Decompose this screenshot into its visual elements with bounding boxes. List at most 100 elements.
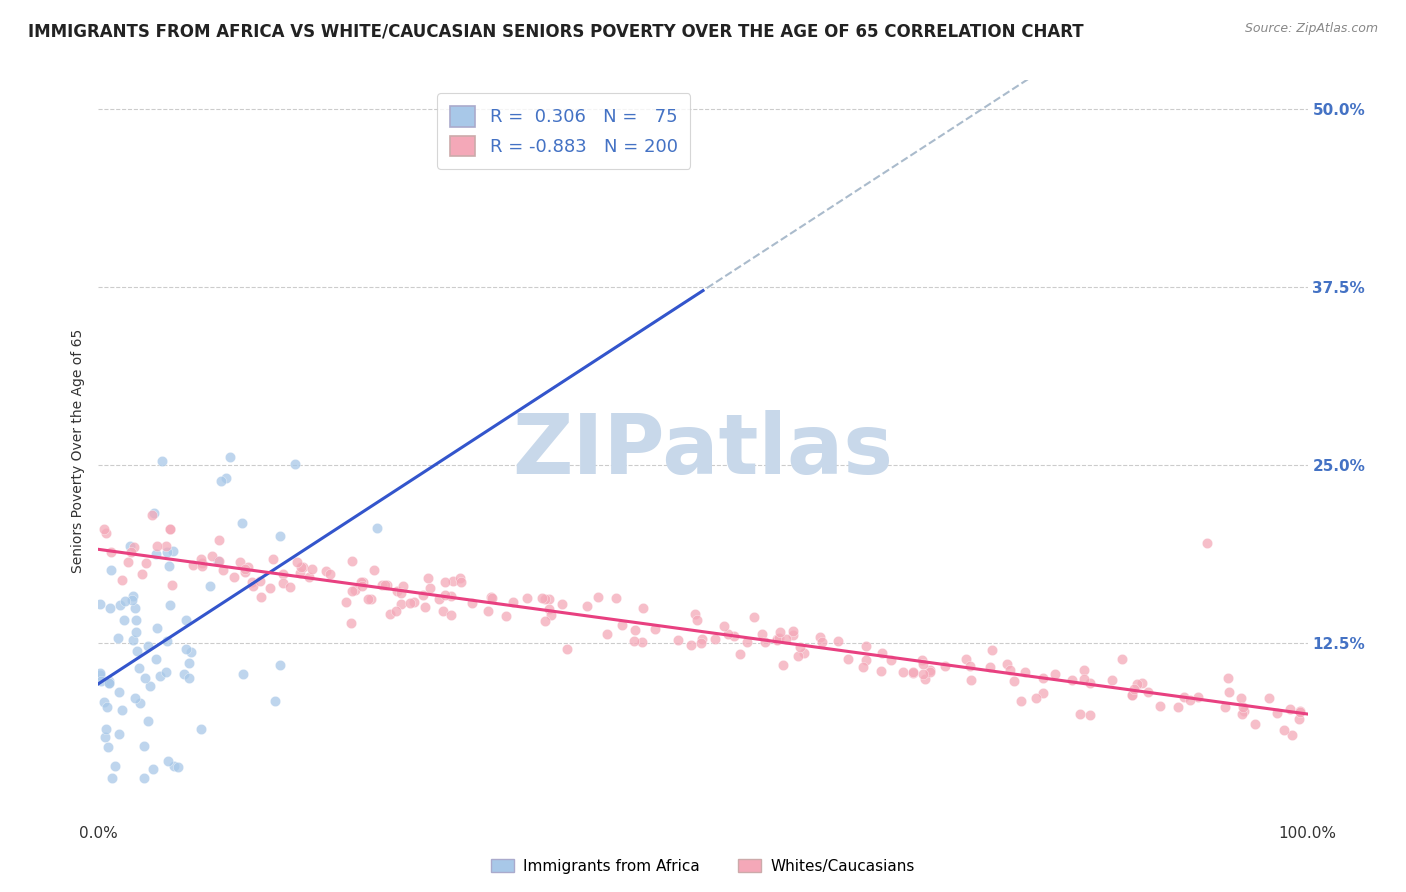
Point: [319, 566, 342, 581]
Point: [998, 663, 1021, 677]
Point: [231, 516, 253, 531]
Point: [375, 578, 398, 592]
Point: [200, 578, 222, 592]
Point: [1121, 689, 1143, 703]
Point: [1121, 688, 1143, 702]
Point: [101, 771, 124, 785]
Point: [97, 739, 120, 754]
Point: [343, 582, 366, 597]
Point: [269, 529, 291, 543]
Legend: Immigrants from Africa, Whites/Caucasians: Immigrants from Africa, Whites/Caucasian…: [485, 853, 921, 880]
Point: [1032, 671, 1054, 685]
Point: [686, 613, 709, 627]
Point: [159, 598, 181, 612]
Point: [352, 574, 374, 589]
Point: [666, 633, 689, 648]
Point: [132, 771, 155, 785]
Point: [404, 595, 426, 609]
Point: [555, 641, 578, 656]
Point: [960, 673, 983, 688]
Point: [502, 594, 524, 608]
Point: [1149, 698, 1171, 713]
Point: [108, 598, 131, 612]
Point: [384, 604, 406, 618]
Point: [271, 575, 294, 590]
Point: [427, 591, 450, 606]
Point: [789, 640, 811, 655]
Point: [1279, 701, 1302, 715]
Point: [278, 580, 301, 594]
Point: [413, 600, 436, 615]
Point: [441, 574, 464, 588]
Point: [120, 544, 142, 558]
Point: [98, 600, 121, 615]
Point: [1101, 673, 1123, 688]
Point: [1218, 684, 1240, 698]
Point: [550, 597, 572, 611]
Point: [160, 578, 183, 592]
Point: [211, 563, 233, 577]
Point: [1136, 685, 1159, 699]
Point: [208, 554, 231, 568]
Point: [94, 526, 117, 541]
Point: [918, 664, 941, 678]
Point: [1010, 694, 1032, 708]
Point: [121, 589, 143, 603]
Point: [350, 574, 373, 589]
Point: [765, 632, 787, 646]
Point: [440, 608, 463, 623]
Point: [433, 588, 456, 602]
Point: [378, 607, 401, 621]
Point: [1125, 677, 1147, 691]
Point: [149, 669, 172, 683]
Point: [703, 632, 725, 647]
Point: [374, 578, 396, 592]
Point: [174, 613, 197, 627]
Point: [117, 555, 139, 569]
Point: [89, 597, 111, 611]
Point: [118, 540, 141, 554]
Point: [250, 591, 273, 605]
Point: [449, 571, 471, 585]
Point: [1230, 690, 1253, 705]
Point: [995, 657, 1018, 671]
Point: [1244, 717, 1267, 731]
Point: [891, 665, 914, 679]
Point: [1187, 690, 1209, 704]
Point: [782, 627, 804, 641]
Point: [121, 633, 143, 648]
Point: [142, 762, 165, 776]
Point: [730, 647, 752, 661]
Point: [1272, 723, 1295, 738]
Point: [145, 548, 167, 562]
Point: [138, 679, 160, 693]
Point: [793, 646, 815, 660]
Point: [264, 694, 287, 708]
Point: [735, 634, 758, 648]
Point: [159, 522, 181, 536]
Point: [177, 656, 200, 670]
Point: [516, 591, 538, 605]
Point: [315, 564, 337, 578]
Point: [623, 634, 645, 648]
Point: [292, 560, 315, 574]
Point: [432, 604, 454, 618]
Point: [363, 563, 385, 577]
Point: [155, 539, 177, 553]
Point: [159, 522, 181, 536]
Point: [340, 583, 363, 598]
Point: [145, 652, 167, 666]
Point: [392, 579, 415, 593]
Point: [534, 614, 557, 628]
Point: [180, 645, 202, 659]
Point: [290, 560, 312, 574]
Point: [131, 567, 153, 582]
Point: [114, 594, 136, 608]
Point: [538, 591, 561, 606]
Point: [232, 667, 254, 681]
Point: [1213, 699, 1236, 714]
Point: [754, 635, 776, 649]
Point: [219, 450, 242, 464]
Point: [1032, 686, 1054, 700]
Point: [93, 730, 115, 744]
